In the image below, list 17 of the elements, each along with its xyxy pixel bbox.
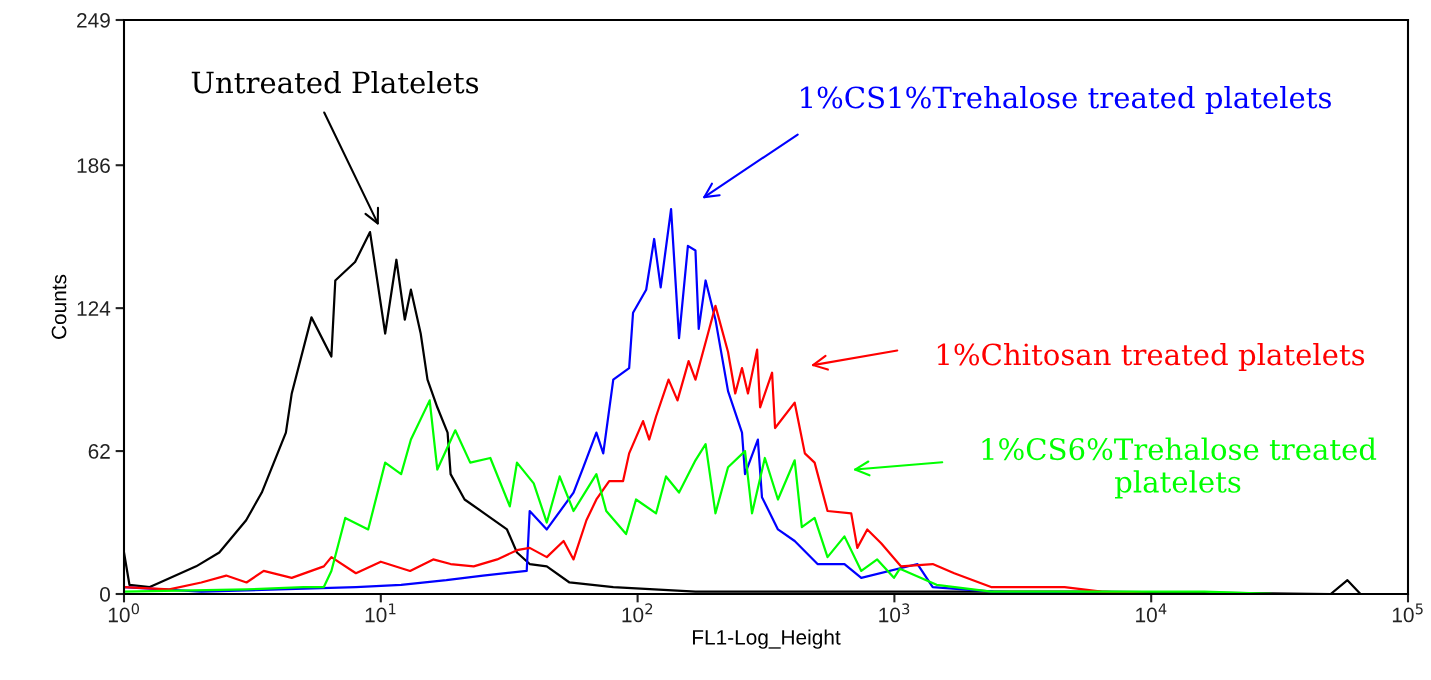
y-tick-label: 249 — [77, 13, 110, 28]
x-tick-label: 10$^{3}$ — [879, 603, 910, 623]
annotation: Untreated Platelets — [191, 70, 479, 94]
annotation: 1%CS6%Trehalose treated platelets — [982, 437, 1377, 499]
x-tick-label: 10$^{5}$ — [1392, 603, 1423, 623]
x-tick-label: 10$^{1}$ — [365, 603, 396, 623]
annotation: 1%Chitosan treated platelets — [937, 342, 1365, 372]
x-tick-label: 10$^{4}$ — [1136, 603, 1167, 623]
y-tick-label: 186 — [77, 158, 110, 173]
y-tick-label: 124 — [77, 301, 111, 316]
annotation: 1%CS1%Trehalose treated platelets — [801, 85, 1331, 115]
x-tick-label: 10$^{2}$ — [622, 603, 653, 623]
y-axis-title: Counts — [51, 274, 67, 339]
x-axis-title: FL1-Log_Height — [693, 629, 841, 649]
y-tick-label: 62 — [88, 444, 110, 459]
y-tick-label: 0 — [100, 587, 110, 602]
x-tick-label: 10$^{0}$ — [108, 603, 140, 623]
